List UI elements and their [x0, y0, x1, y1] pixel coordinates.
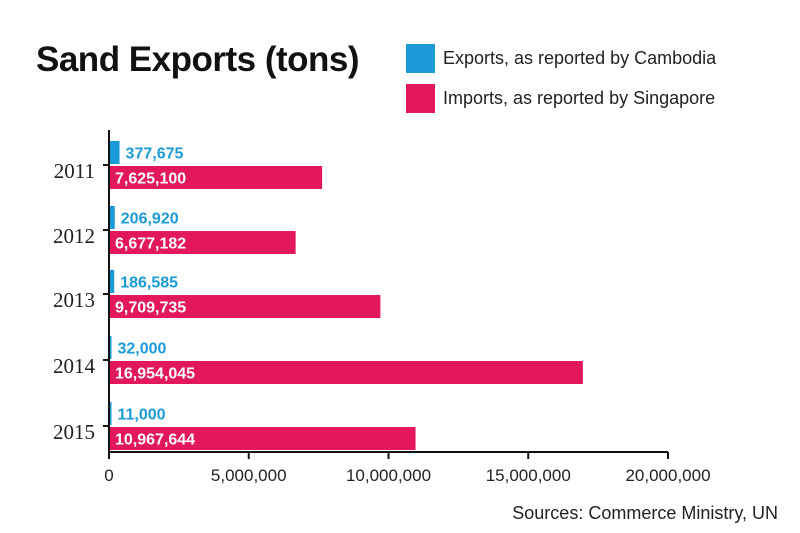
legend-item-exports: Exports, as reported by Cambodia	[406, 43, 716, 73]
bar-imports-2013	[109, 295, 381, 318]
legend-item-imports: Imports, as reported by Singapore	[406, 83, 715, 113]
data-label-imports-2011: 7,625,100	[115, 171, 186, 188]
data-label-exports-2013: 186,585	[120, 275, 178, 292]
bar-exports-2015	[109, 402, 112, 425]
bar-exports-2012	[109, 206, 115, 229]
category-label-2015: 2015	[53, 420, 95, 444]
x-tick-label-4: 20,000,000	[625, 466, 710, 485]
bar-imports-2012	[109, 231, 296, 254]
category-label-2014: 2014	[53, 354, 96, 378]
x-tick-label-1: 5,000,000	[211, 466, 287, 485]
bar-imports-2014	[109, 361, 583, 384]
bar-imports-2011	[109, 166, 323, 189]
data-label-imports-2012: 6,677,182	[115, 236, 186, 253]
data-label-exports-2014: 32,000	[118, 341, 167, 358]
category-label-2013: 2013	[53, 288, 95, 312]
x-tick-label-3: 15,000,000	[486, 466, 571, 485]
x-tick-label-2: 10,000,000	[346, 466, 431, 485]
category-label-2011: 2011	[54, 159, 95, 183]
data-label-exports-2012: 206,920	[121, 211, 179, 228]
bar-imports-2015	[109, 427, 416, 450]
category-label-2012: 2012	[53, 224, 95, 248]
legend-swatch-imports	[406, 83, 435, 113]
data-label-imports-2015: 10,967,644	[115, 432, 195, 449]
chart-title: Sand Exports (tons)	[36, 40, 360, 79]
data-label-imports-2014: 16,954,045	[115, 366, 195, 383]
data-label-imports-2013: 9,709,735	[115, 300, 186, 317]
source-note: Sources: Commerce Ministry, UN	[512, 503, 778, 523]
bar-exports-2013	[109, 270, 115, 293]
data-label-exports-2011: 377,675	[126, 146, 184, 163]
legend-label-exports: Exports, as reported by Cambodia	[443, 47, 717, 68]
bar-exports-2011	[109, 141, 120, 164]
bar-exports-2014	[109, 336, 112, 359]
legend-label-imports: Imports, as reported by Singapore	[443, 87, 716, 108]
data-label-exports-2015: 11,000	[118, 407, 166, 424]
x-tick-label-0: 0	[104, 466, 113, 485]
legend-swatch-exports	[406, 43, 435, 73]
